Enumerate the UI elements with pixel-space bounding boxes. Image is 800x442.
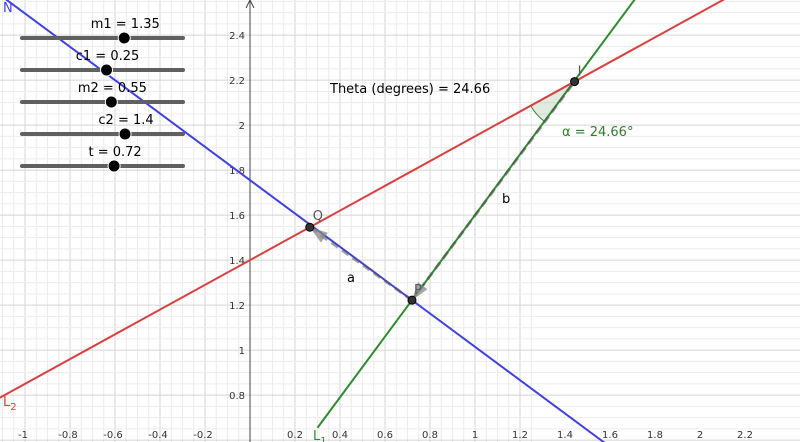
x-tick-label: 0.6 bbox=[377, 430, 393, 441]
x-tick-label: 1.4 bbox=[557, 430, 573, 441]
slider-handle[interactable] bbox=[104, 95, 118, 109]
slider-handle[interactable] bbox=[107, 159, 121, 173]
alpha-angle-label: α = 24.66° bbox=[562, 125, 633, 140]
slider-label: t = 0.72 bbox=[88, 145, 141, 160]
x-tick-label: 1.8 bbox=[647, 430, 663, 441]
point-q-label: Q bbox=[313, 209, 323, 224]
y-axis-arrow bbox=[245, 0, 255, 9]
point-i[interactable] bbox=[570, 77, 580, 87]
x-tick-label: 2.2 bbox=[737, 430, 753, 441]
slider-panel: m1 = 1.35 c1 = 0.25 m2 = 0.55 c2 = 1.4 t = 0… bbox=[20, 17, 185, 173]
y-axis-tick-labels: 0.811.21.41.61.822.22.4 bbox=[229, 31, 245, 402]
y-tick-label: 0.8 bbox=[229, 391, 245, 402]
axes bbox=[245, 0, 255, 442]
x-tick-label: 0.2 bbox=[287, 430, 303, 441]
slider-label: c2 = 1.4 bbox=[98, 113, 153, 128]
point-i-label: I bbox=[578, 65, 582, 80]
line-n[interactable] bbox=[0, 0, 633, 442]
segment-b-vector[interactable] bbox=[410, 80, 576, 302]
y-tick-label: 2 bbox=[239, 121, 245, 132]
x-tick-label: -1 bbox=[18, 430, 28, 441]
point-q[interactable] bbox=[305, 222, 315, 232]
slider-label: m1 = 1.35 bbox=[91, 17, 160, 32]
slider-label: m2 = 0.55 bbox=[78, 81, 147, 96]
y-tick-label: 1.6 bbox=[229, 211, 245, 222]
point-p[interactable] bbox=[407, 295, 417, 305]
slider-handle[interactable] bbox=[118, 127, 132, 141]
x-axis-tick-labels: -1 -0.8 -0.6 -0.4 -0.2 0.2 0.4 0.6 0.8 1 1.2 1.4 1.6… bbox=[18, 430, 753, 441]
y-tick-label: 2.2 bbox=[229, 76, 245, 87]
y-tick-label: 1.2 bbox=[229, 301, 245, 312]
x-tick-label: 0.4 bbox=[332, 430, 348, 441]
x-tick-label: 1 bbox=[472, 430, 478, 441]
slider-c1[interactable]: c1 = 0.25 bbox=[20, 49, 185, 77]
x-tick-label: -0.8 bbox=[58, 430, 78, 441]
x-tick-label: -0.2 bbox=[193, 430, 213, 441]
vector-b-arrowhead bbox=[412, 282, 428, 301]
y-tick-label: 1 bbox=[239, 346, 245, 357]
line-l2-label: L2 bbox=[3, 395, 17, 413]
x-tick-label: 1.2 bbox=[512, 430, 528, 441]
slider-m2[interactable]: m2 = 0.55 bbox=[20, 81, 185, 109]
line-n-label: N bbox=[3, 1, 13, 16]
segment-a-label: a bbox=[347, 271, 355, 286]
x-tick-label: 0.8 bbox=[422, 430, 438, 441]
y-tick-label: 1.4 bbox=[229, 256, 245, 267]
point-p-label: P bbox=[414, 283, 422, 298]
x-tick-label: 2 bbox=[697, 430, 703, 441]
segment-b-label: b bbox=[502, 192, 510, 207]
slider-t[interactable]: t = 0.72 bbox=[20, 145, 185, 173]
x-tick-label: 1.6 bbox=[602, 430, 618, 441]
segment-a-vector[interactable] bbox=[308, 226, 413, 302]
line-l2[interactable] bbox=[0, 0, 768, 409]
line-l1-label: L1 bbox=[313, 429, 327, 442]
x-tick-label: -0.6 bbox=[103, 430, 123, 441]
theta-text: Theta (degrees) = 24.66 bbox=[329, 82, 490, 97]
slider-handle[interactable] bbox=[117, 31, 131, 45]
vector-a-arrowhead bbox=[309, 227, 328, 243]
slider-handle[interactable] bbox=[100, 63, 114, 77]
slider-c2[interactable]: c2 = 1.4 bbox=[20, 113, 185, 141]
slider-m1[interactable]: m1 = 1.35 bbox=[20, 17, 185, 45]
slider-label: c1 = 0.25 bbox=[76, 49, 140, 64]
x-tick-label: -0.4 bbox=[148, 430, 168, 441]
y-tick-label: 2.4 bbox=[229, 31, 245, 42]
